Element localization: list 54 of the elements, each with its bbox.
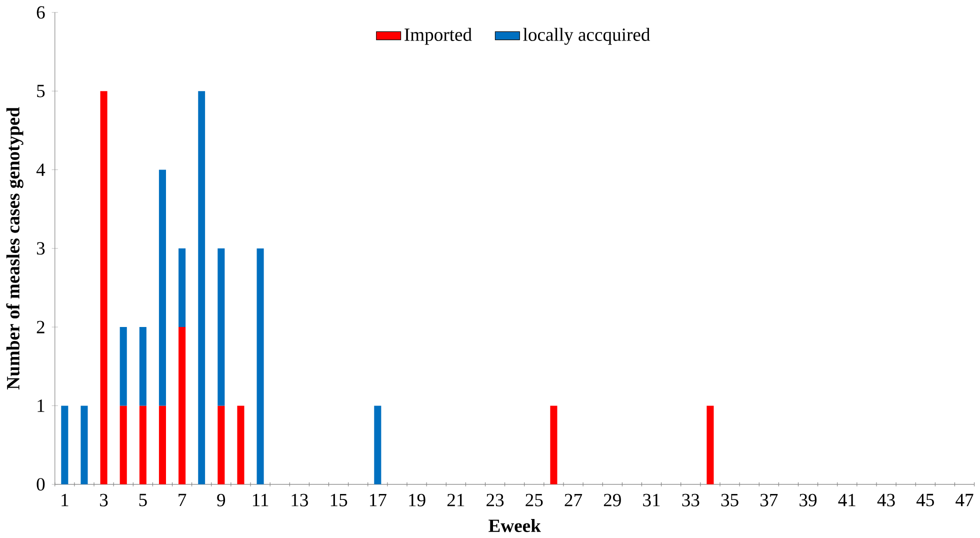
bar [178,248,186,327]
x-tick-label: 31 [643,494,660,506]
legend-label: locally accquired [523,28,650,45]
y-tick-label: 0 [36,478,45,490]
bar [198,90,206,484]
x-tick-label: 39 [800,494,817,506]
bar [158,170,166,406]
x-tick-label: 47 [956,494,974,506]
bar [550,406,558,484]
bar [706,406,714,484]
y-axis-title: Number of measles cases genotyped [6,107,24,390]
x-tick-label: 7 [178,494,186,506]
y-tick-label: 2 [36,320,44,334]
bar [80,406,88,484]
bar [120,326,127,406]
bar [178,326,186,484]
x-tick-label: 35 [721,494,738,506]
bar [158,406,166,484]
x-tick-label: 5 [139,494,147,506]
bar [218,248,225,406]
x-tick-label: 37 [760,494,778,506]
x-tick-label: 9 [217,494,226,506]
x-axis-title: Eweek [488,518,541,532]
x-tick-label: 1 [62,494,68,506]
bar [100,90,108,484]
x-tick-label: 17 [370,494,386,506]
bar [374,406,382,484]
x-tick-label: 15 [330,494,348,506]
bar [139,406,146,484]
x-tick-label: 45 [916,494,934,506]
x-tick-label: 19 [409,494,426,506]
x-tick-label: 13 [292,494,308,506]
bar [61,406,68,484]
x-tick-label: 11 [252,494,268,506]
bar [139,326,146,406]
y-tick-label: 6 [36,6,45,19]
x-tick-label: 25 [526,494,543,506]
x-tick-label: 21 [447,494,464,506]
x-tick-label: 41 [838,494,856,506]
bar [237,406,244,484]
bar [218,406,225,484]
bar [120,406,127,484]
y-tick-label: 4 [36,163,46,176]
bar [256,248,264,484]
legend-label: Imported [404,28,472,45]
x-tick-label: 43 [877,494,895,506]
y-tick-label: 5 [37,84,45,98]
y-tick-label: 1 [38,399,44,412]
x-tick-label: 27 [564,494,582,506]
x-tick-label: 29 [604,494,621,506]
y-tick-label: 3 [36,242,45,254]
x-tick-label: 23 [486,494,504,506]
x-tick-label: 3 [100,494,108,506]
x-tick-label: 33 [682,494,700,506]
